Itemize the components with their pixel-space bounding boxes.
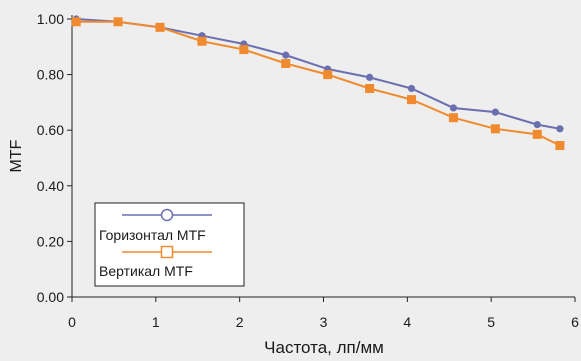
legend: Горизонтал MTF Вертикал MTF — [94, 202, 245, 287]
data-point-vertical — [71, 17, 81, 27]
series-layer — [71, 15, 565, 150]
data-point-vertical — [490, 124, 500, 134]
data-point-vertical — [407, 95, 417, 105]
data-point-vertical — [555, 140, 565, 150]
data-point-vertical — [323, 70, 333, 80]
x-tick-label: 4 — [403, 314, 411, 330]
series-line-2 — [76, 20, 561, 147]
y-tick-label: 0.20 — [37, 233, 64, 249]
x-tick-label: 0 — [68, 314, 76, 330]
x-ticks: 0 1 2 3 4 5 6 — [68, 297, 579, 330]
legend-marker-circle — [160, 208, 174, 222]
data-point-horizontal — [449, 104, 458, 112]
data-point-vertical — [281, 58, 291, 68]
data-point-horizontal — [282, 51, 290, 59]
y-tick-label: 0.80 — [37, 67, 64, 83]
x-tick-label: 2 — [236, 314, 244, 330]
legend-label-vertical: Вертикал MTF — [99, 263, 193, 279]
data-point-vertical — [113, 17, 123, 27]
y-tick-label: 0.60 — [37, 122, 64, 138]
x-tick-label: 1 — [152, 314, 160, 330]
data-point-vertical — [365, 84, 375, 93]
y-axis-title: MTF — [8, 139, 25, 172]
y-tick-label: 1.00 — [37, 11, 64, 27]
x-tick-label: 5 — [487, 314, 495, 330]
data-point-vertical — [532, 129, 542, 139]
data-point-horizontal — [407, 84, 416, 93]
data-point-vertical — [197, 36, 207, 46]
y-tick-label: 0.00 — [37, 289, 64, 305]
x-tick-label: 3 — [320, 314, 328, 330]
data-point-vertical — [155, 22, 165, 32]
data-point-vertical — [448, 113, 458, 123]
y-ticks: 0.00 0.20 0.40 0.60 0.80 1.00 — [37, 11, 72, 305]
x-axis-title: Частота, лп/мм — [264, 338, 384, 357]
data-point-vertical — [239, 45, 249, 55]
data-point-horizontal — [533, 121, 541, 129]
data-point-horizontal — [366, 73, 374, 81]
legend-label-horizontal: Горизонтал MTF — [99, 227, 206, 243]
data-point-horizontal — [556, 125, 564, 133]
y-tick-label: 0.40 — [37, 178, 64, 194]
series-line-1 — [76, 18, 561, 130]
x-tick-label: 6 — [571, 314, 579, 330]
legend-marker-square — [160, 245, 174, 259]
data-point-horizontal — [491, 108, 499, 116]
